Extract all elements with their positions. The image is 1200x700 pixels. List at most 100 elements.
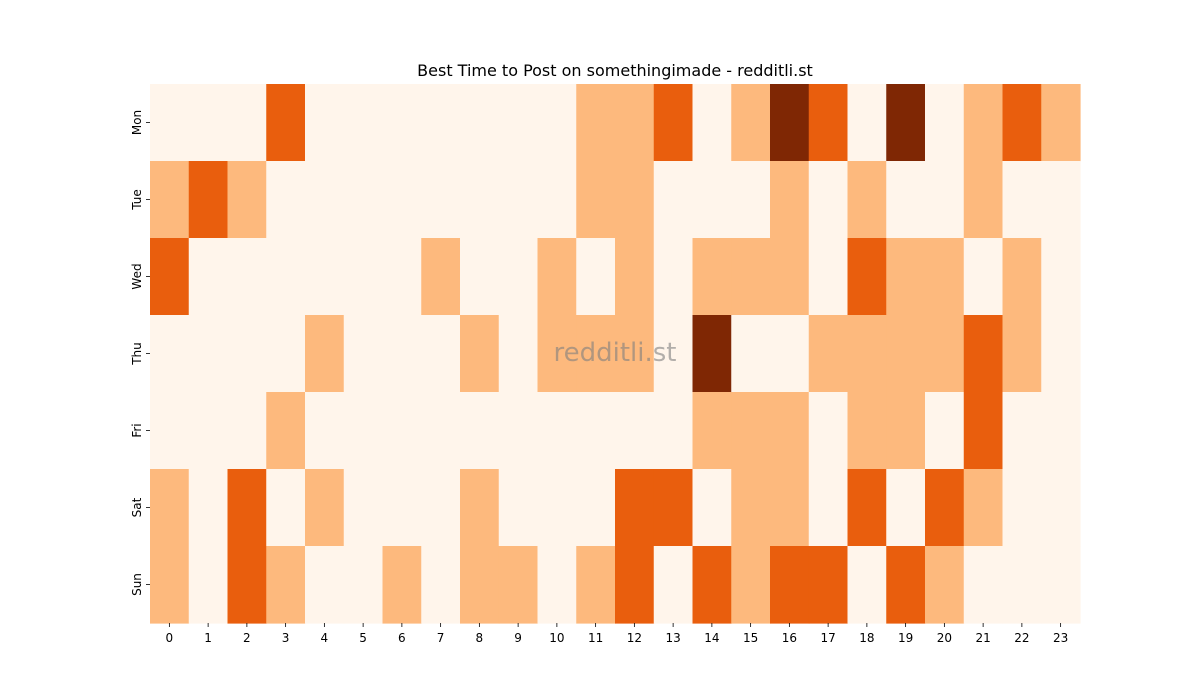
heatmap-cell-sat-2 xyxy=(227,469,267,547)
heatmap-cell-sat-19 xyxy=(886,469,926,547)
heatmap-cell-mon-16 xyxy=(770,84,810,162)
y-tick-label-tue: Tue xyxy=(130,189,144,211)
heatmap-cell-fri-22 xyxy=(1002,392,1042,470)
heatmap-cell-wed-8 xyxy=(460,238,500,316)
heatmap-cell-mon-5 xyxy=(343,84,384,162)
x-tick-label-8: 8 xyxy=(476,631,484,645)
heatmap-cell-wed-22 xyxy=(1002,238,1042,316)
heatmap-cell-fri-11 xyxy=(576,392,616,470)
heatmap-cell-thu-12 xyxy=(615,315,655,393)
heatmap-cell-fri-10 xyxy=(537,392,577,470)
heatmap-cell-mon-7 xyxy=(421,84,461,162)
heatmap-cell-wed-16 xyxy=(770,238,810,316)
heatmap-cell-thu-0 xyxy=(150,315,190,393)
x-tick-label-20: 20 xyxy=(937,631,952,645)
heatmap-cell-tue-13 xyxy=(653,161,694,239)
heatmap-cell-mon-12 xyxy=(615,84,655,162)
heatmap-cell-tue-10 xyxy=(537,161,577,239)
heatmap-cell-sun-2 xyxy=(227,546,267,624)
heatmap-cell-wed-19 xyxy=(886,238,926,316)
heatmap-cell-wed-4 xyxy=(305,238,345,316)
heatmap-cell-mon-4 xyxy=(305,84,345,162)
x-tick-label-19: 19 xyxy=(898,631,913,645)
x-tick-label-1: 1 xyxy=(204,631,212,645)
heatmap-cell-tue-22 xyxy=(1002,161,1042,239)
heatmap-cell-thu-10 xyxy=(537,315,577,393)
chart-title: Best Time to Post on somethingimade - re… xyxy=(417,61,813,80)
heatmap-cell-wed-9 xyxy=(498,238,539,316)
x-tick-label-4: 4 xyxy=(321,631,329,645)
heatmap-cell-fri-8 xyxy=(460,392,500,470)
x-tick-label-14: 14 xyxy=(704,631,719,645)
heatmap-cell-wed-15 xyxy=(731,238,771,316)
x-tick-label-5: 5 xyxy=(359,631,367,645)
heatmap-cell-sat-21 xyxy=(963,469,1004,547)
x-tick-label-11: 11 xyxy=(588,631,603,645)
heatmap-cell-wed-13 xyxy=(653,238,694,316)
heatmap-cell-fri-9 xyxy=(498,392,539,470)
heatmap-cell-wed-18 xyxy=(847,238,887,316)
heatmap-cell-sun-19 xyxy=(886,546,926,624)
heatmap-cell-mon-19 xyxy=(886,84,926,162)
heatmap-cell-thu-21 xyxy=(963,315,1004,393)
heatmap-cell-wed-2 xyxy=(227,238,267,316)
x-tick-label-23: 23 xyxy=(1053,631,1068,645)
heatmap-cell-tue-18 xyxy=(847,161,887,239)
heatmap-cell-wed-0 xyxy=(150,238,190,316)
heatmap-cell-fri-23 xyxy=(1041,392,1081,470)
heatmap-cell-sun-16 xyxy=(770,546,810,624)
y-tick-label-wed: Wed xyxy=(130,263,144,289)
y-tick-label-sun: Sun xyxy=(130,573,144,596)
heatmap-cell-sun-14 xyxy=(692,546,732,624)
heatmap-cell-sun-9 xyxy=(498,546,539,624)
heatmap-cell-thu-5 xyxy=(343,315,384,393)
x-tick-label-22: 22 xyxy=(1014,631,1029,645)
heatmap-cell-mon-9 xyxy=(498,84,539,162)
heatmap-cell-sat-5 xyxy=(343,469,384,547)
heatmap-cell-fri-14 xyxy=(692,392,732,470)
heatmap-cell-wed-11 xyxy=(576,238,616,316)
heatmap-cell-thu-18 xyxy=(847,315,887,393)
heatmap-cell-tue-3 xyxy=(266,161,306,239)
heatmap-cell-sat-16 xyxy=(770,469,810,547)
heatmap-cell-fri-7 xyxy=(421,392,461,470)
heatmap-cell-sun-15 xyxy=(731,546,771,624)
heatmap-cell-sun-3 xyxy=(266,546,306,624)
y-tick-label-sat: Sat xyxy=(130,497,144,517)
heatmap-cell-thu-14 xyxy=(692,315,732,393)
heatmap-cell-sun-0 xyxy=(150,546,190,624)
heatmap-cell-sun-5 xyxy=(343,546,384,624)
heatmap-cell-sat-4 xyxy=(305,469,345,547)
heatmap-cell-sun-6 xyxy=(382,546,422,624)
heatmap-cell-sat-0 xyxy=(150,469,190,547)
heatmap-cell-mon-1 xyxy=(188,84,229,162)
heatmap-cell-thu-11 xyxy=(576,315,616,393)
heatmap-cell-thu-22 xyxy=(1002,315,1042,393)
heatmap-cell-sat-18 xyxy=(847,469,887,547)
heatmap-cell-thu-9 xyxy=(498,315,539,393)
x-tick-label-0: 0 xyxy=(166,631,174,645)
heatmap-cell-fri-4 xyxy=(305,392,345,470)
heatmap-cell-sat-6 xyxy=(382,469,422,547)
heatmap-cell-mon-22 xyxy=(1002,84,1042,162)
heatmap-cell-sat-23 xyxy=(1041,469,1081,547)
x-tick-label-2: 2 xyxy=(243,631,251,645)
heatmap-cell-tue-23 xyxy=(1041,161,1081,239)
y-tick-label-mon: Mon xyxy=(130,110,144,135)
heatmap-cell-mon-23 xyxy=(1041,84,1081,162)
heatmap-cell-wed-23 xyxy=(1041,238,1081,316)
heatmap-cell-sat-20 xyxy=(925,469,965,547)
heatmap-cell-thu-19 xyxy=(886,315,926,393)
heatmap-cell-wed-10 xyxy=(537,238,577,316)
heatmap-cell-tue-12 xyxy=(615,161,655,239)
heatmap-cell-thu-2 xyxy=(227,315,267,393)
x-tick-label-9: 9 xyxy=(514,631,522,645)
heatmap-cell-mon-13 xyxy=(653,84,694,162)
heatmap-cell-thu-17 xyxy=(808,315,849,393)
heatmap-cell-sat-3 xyxy=(266,469,306,547)
heatmap-cell-tue-5 xyxy=(343,161,384,239)
heatmap-cell-thu-1 xyxy=(188,315,229,393)
x-tick-label-13: 13 xyxy=(665,631,680,645)
y-tick-label-fri: Fri xyxy=(130,423,144,437)
